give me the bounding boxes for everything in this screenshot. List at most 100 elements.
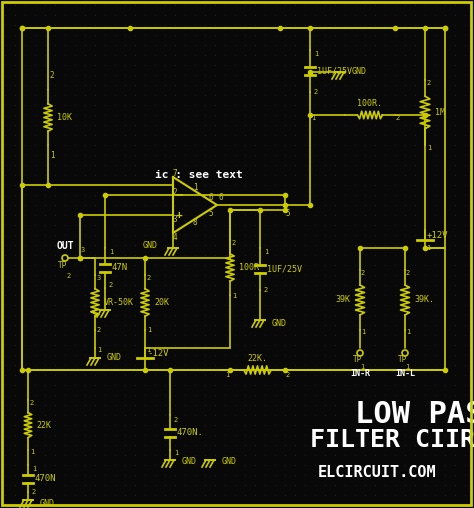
Point	[191, 11, 199, 19]
Point	[301, 231, 309, 239]
Point	[421, 321, 429, 329]
Point	[221, 401, 229, 409]
Point	[241, 481, 249, 489]
Point	[351, 441, 359, 449]
Point	[301, 101, 309, 109]
Point	[71, 251, 79, 259]
Point	[341, 501, 349, 508]
Point	[361, 371, 369, 379]
Point	[111, 361, 119, 369]
Point	[451, 391, 459, 399]
Point	[271, 81, 279, 89]
Point	[191, 331, 199, 339]
Point	[111, 31, 119, 39]
Point	[461, 81, 469, 89]
Point	[381, 411, 389, 419]
Point	[161, 71, 169, 79]
Point	[341, 41, 349, 49]
Point	[451, 411, 459, 419]
Point	[131, 321, 139, 329]
Point	[391, 481, 399, 489]
Point	[1, 481, 9, 489]
Point	[81, 91, 89, 99]
Point	[21, 341, 29, 349]
Point	[141, 251, 149, 259]
Point	[131, 241, 139, 249]
Point	[461, 51, 469, 59]
Point	[301, 1, 309, 9]
Point	[121, 341, 129, 349]
Point	[241, 121, 249, 129]
Point	[111, 141, 119, 149]
Point	[21, 261, 29, 269]
Point	[161, 241, 169, 249]
Point	[91, 11, 99, 19]
Point	[81, 121, 89, 129]
Point	[151, 141, 159, 149]
Point	[251, 431, 259, 439]
Point	[421, 251, 429, 259]
Point	[391, 211, 399, 219]
Point	[171, 471, 179, 479]
Text: -12V: -12V	[147, 348, 168, 358]
Point	[171, 71, 179, 79]
Point	[211, 281, 219, 289]
Point	[161, 61, 169, 69]
Point	[431, 451, 439, 459]
Point	[461, 391, 469, 399]
Point	[41, 201, 49, 209]
Point	[361, 361, 369, 369]
Point	[371, 301, 379, 309]
Point	[281, 251, 289, 259]
Point	[331, 291, 339, 299]
Point	[301, 241, 309, 249]
Point	[251, 21, 259, 29]
Point	[1, 121, 9, 129]
Point	[241, 471, 249, 479]
Point	[21, 41, 29, 49]
Point	[371, 411, 379, 419]
Point	[301, 121, 309, 129]
Point	[341, 261, 349, 269]
Point	[1, 301, 9, 309]
Point	[61, 371, 69, 379]
Point	[171, 211, 179, 219]
Point	[321, 421, 329, 429]
Point	[301, 501, 309, 508]
Point	[271, 391, 279, 399]
Point	[311, 101, 319, 109]
Point	[431, 11, 439, 19]
Point	[261, 131, 269, 139]
Point	[1, 361, 9, 369]
Point	[311, 441, 319, 449]
Point	[41, 281, 49, 289]
Point	[31, 331, 39, 339]
Point	[321, 241, 329, 249]
Point	[251, 171, 259, 179]
Point	[181, 361, 189, 369]
Point	[301, 51, 309, 59]
Text: 10K: 10K	[57, 113, 72, 122]
Point	[381, 21, 389, 29]
Point	[371, 211, 379, 219]
Point	[431, 201, 439, 209]
Point	[281, 201, 289, 209]
Point	[411, 411, 419, 419]
Point	[441, 211, 449, 219]
Point	[441, 181, 449, 189]
Point	[121, 21, 129, 29]
Point	[451, 101, 459, 109]
Point	[291, 381, 299, 389]
Point	[331, 441, 339, 449]
Point	[61, 291, 69, 299]
Point	[131, 41, 139, 49]
Point	[21, 61, 29, 69]
Point	[61, 91, 69, 99]
Point	[251, 261, 259, 269]
Point	[91, 21, 99, 29]
Point	[41, 481, 49, 489]
Point	[21, 91, 29, 99]
Point	[411, 161, 419, 169]
Text: 1M: 1M	[435, 108, 445, 117]
Point	[231, 201, 239, 209]
